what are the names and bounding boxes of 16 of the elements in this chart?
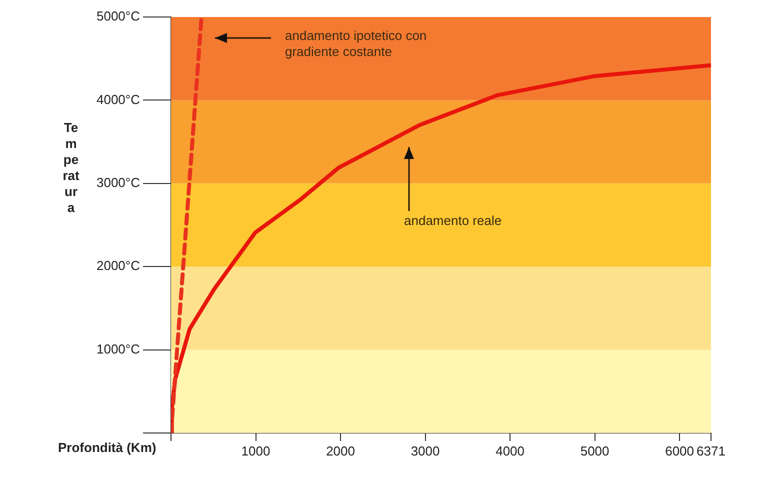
y-tick-label: 5000°C — [96, 8, 140, 24]
x-tick-label: 5000 — [580, 443, 610, 458]
annotation: andamento ipotetico con gradiente costante — [285, 28, 427, 60]
x-tick-label: 1000 — [241, 443, 270, 458]
x-tick-label: 6000 — [665, 443, 694, 458]
y-tick-label: 4000°C — [96, 92, 140, 107]
x-tick-label: 2000 — [326, 443, 355, 458]
y-axis-title: Temperatura — [62, 120, 80, 216]
x-tick-label: 6371 — [696, 443, 726, 458]
annotation: andamento reale — [404, 213, 502, 228]
x-axis-title: Profondità (Km) — [58, 440, 156, 455]
y-tick-label: 3000°C — [96, 174, 140, 190]
x-tick-label: 3000 — [410, 443, 440, 458]
y-tick-label: 1000°C — [96, 341, 140, 356]
y-tick-label: 2000°C — [96, 258, 140, 274]
x-tick-label: 4000 — [496, 443, 524, 458]
